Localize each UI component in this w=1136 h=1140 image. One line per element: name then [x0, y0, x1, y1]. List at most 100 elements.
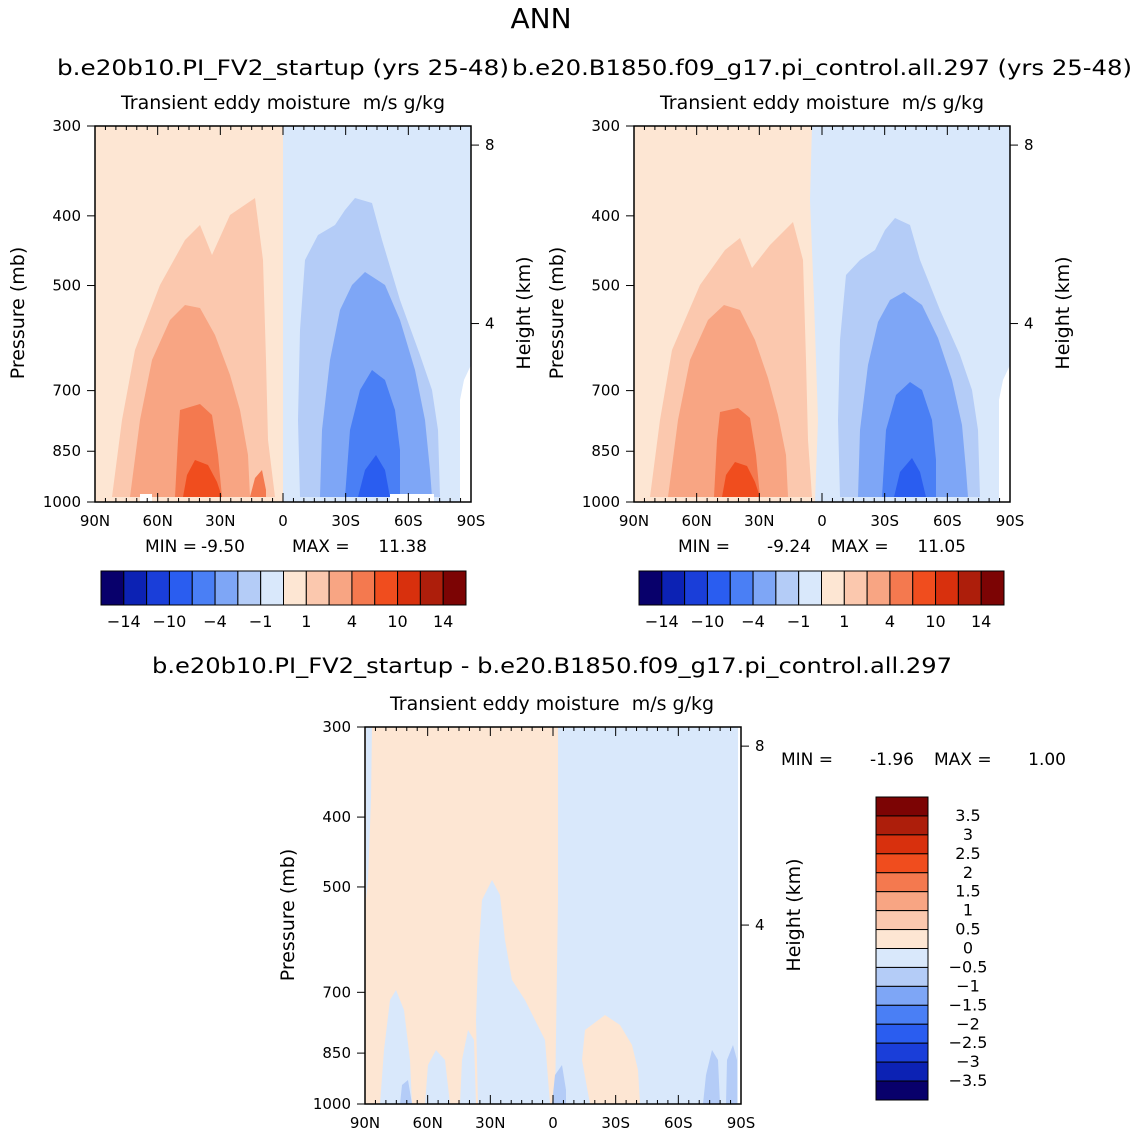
y-tick-label: 1000: [43, 493, 81, 511]
colorbar-label: 4: [347, 612, 357, 631]
figure-title: ANN: [510, 2, 571, 35]
max-label: MAX =: [292, 537, 350, 557]
y-right-tick-label: 4: [485, 315, 495, 333]
x-tick-label: 60S: [394, 512, 423, 530]
colorbar-label: −1: [956, 976, 980, 995]
colorbar-box: [684, 570, 708, 606]
x-tick-label: 30S: [601, 1114, 630, 1132]
colorbar-label: −10: [691, 612, 725, 631]
colorbar-box: [875, 891, 929, 912]
colorbar-box: [100, 570, 125, 606]
y-axis-right-label: Height (km): [1052, 256, 1074, 369]
y-tick-label: 700: [322, 983, 351, 1001]
colorbar-label: 2: [963, 863, 973, 882]
x-tick-label: 30N: [475, 1114, 505, 1132]
colorbar-box: [875, 1042, 929, 1063]
plot-title-units: m/s g/kg: [363, 92, 445, 114]
colorbar-box: [374, 570, 399, 606]
colorbar-box: [935, 570, 959, 606]
colorbar-box: [875, 910, 929, 931]
colorbar-box: [237, 570, 262, 606]
x-tick-label: 60S: [933, 512, 962, 530]
x-tick-label: 60N: [682, 512, 712, 530]
y-tick-label: 850: [322, 1044, 351, 1062]
y-tick-label: 500: [591, 277, 620, 295]
plot-title-units: m/s g/kg: [632, 693, 714, 715]
plot-area: [95, 126, 471, 502]
x-tick-label: 90S: [996, 512, 1025, 530]
x-tick-label: 90N: [350, 1114, 380, 1132]
colorbar-label: −1: [787, 612, 811, 631]
x-tick-label: 90S: [457, 512, 486, 530]
colorbar-box: [168, 570, 193, 606]
colorbar-box: [866, 570, 891, 606]
y-axis-right-label: Height (km): [513, 256, 535, 369]
max-value: 11.05: [917, 537, 966, 557]
x-tick-label: 60N: [413, 1114, 443, 1132]
colorbar-label: −10: [153, 612, 187, 631]
case-title: b.e20.B1850.f09_g17.pi_control.all.297 (…: [512, 56, 1132, 81]
colorbar-box: [875, 815, 929, 836]
plot-title: Transient eddy moisture m/s g/kg: [389, 693, 714, 715]
colorbar-box: [889, 570, 914, 606]
x-tick-label: 90N: [619, 512, 649, 530]
plot-title-units: m/s g/kg: [902, 92, 984, 114]
colorbar-label: 0.5: [955, 920, 980, 939]
y-tick-label: 300: [591, 117, 620, 135]
colorbar-label: −14: [645, 612, 679, 631]
min-value: -9.50: [201, 537, 245, 557]
colorbar-box: [875, 834, 929, 855]
colorbar-label: 10: [387, 612, 407, 631]
colorbar-box: [980, 570, 1005, 606]
y-tick-label: 850: [52, 442, 81, 460]
colorbar-box: [661, 570, 686, 606]
colorbar-label: −2: [956, 1014, 980, 1033]
colorbar-label: 1: [839, 612, 849, 631]
y-right-tick-label: 4: [755, 916, 765, 934]
y-axis-label: Pressure (mb): [277, 849, 299, 982]
y-tick-label: 300: [52, 117, 81, 135]
plot-title-var: Transient eddy moisture: [659, 92, 890, 114]
colorbar-box: [775, 570, 800, 606]
plot-title: Transient eddy moisture m/s g/kg: [659, 92, 984, 114]
colorbar-box: [957, 570, 982, 606]
colorbar-label: 14: [433, 612, 453, 631]
colorbar-box: [419, 570, 444, 606]
panel-model-2: b.e20.B1850.f09_g17.pi_control.all.297 (…: [512, 56, 1132, 631]
colorbar-box: [875, 929, 929, 949]
y-right-tick-label: 4: [1024, 315, 1034, 333]
colorbar-label: −1: [249, 612, 273, 631]
max-value: 11.38: [378, 537, 427, 557]
colorbar-label: −0.5: [949, 957, 988, 976]
colorbar-label: 4: [885, 612, 895, 631]
colorbar-label: −3: [956, 1052, 980, 1071]
x-tick-label: 0: [548, 1114, 558, 1132]
plot-area: [634, 126, 1010, 502]
y-tick-label: 500: [322, 878, 351, 896]
max-label: MAX =: [831, 537, 889, 557]
x-tick-label: 90S: [727, 1114, 756, 1132]
colorbar-box: [752, 570, 777, 606]
y-tick-label: 850: [591, 442, 620, 460]
y-tick-label: 700: [52, 382, 81, 400]
colorbar-box: [875, 966, 929, 987]
y-tick-label: 700: [591, 382, 620, 400]
y-tick-label: 400: [322, 808, 351, 826]
colorbar-label: 1: [963, 901, 973, 920]
y-axis-label: Pressure (mb): [546, 247, 568, 380]
colorbar-label: −2.5: [949, 1033, 988, 1052]
x-tick-label: 0: [278, 512, 288, 530]
panel-model-1: b.e20b10.PI_FV2_startup (yrs 25-48) Tran…: [7, 56, 535, 631]
colorbar-box: [875, 1023, 929, 1044]
y-tick-label: 300: [322, 718, 351, 736]
colorbar-box: [912, 570, 937, 606]
colorbar-label: 0: [963, 939, 973, 958]
colorbar-box: [328, 570, 353, 606]
colorbar-label: −3.5: [949, 1071, 988, 1090]
plot-title-var: Transient eddy moisture: [120, 92, 351, 114]
colorbar-label: 1.5: [955, 882, 980, 901]
x-tick-label: 60S: [664, 1114, 693, 1132]
colorbar-box: [305, 570, 330, 606]
colorbar-box: [875, 853, 929, 874]
